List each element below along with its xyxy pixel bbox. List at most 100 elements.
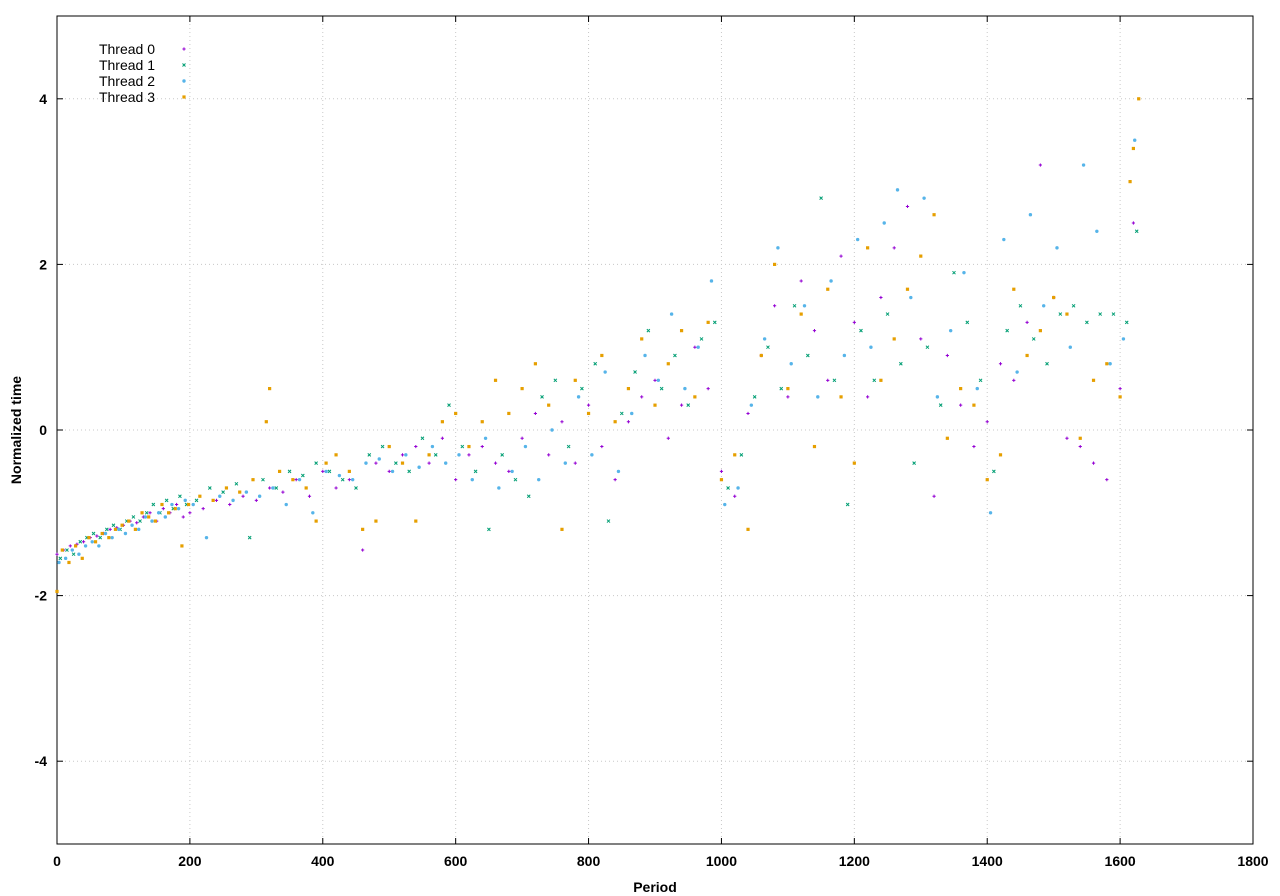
data-point [826, 287, 830, 291]
data-point [483, 436, 488, 440]
data-point [816, 395, 820, 399]
data-point [400, 461, 405, 465]
data-point [107, 536, 111, 540]
data-point [736, 486, 740, 490]
data-point [507, 411, 511, 416]
data-point [100, 531, 104, 536]
data-point [613, 420, 617, 424]
data-point [656, 378, 661, 383]
data-point [762, 337, 767, 341]
data-point [350, 477, 355, 482]
data-point [268, 486, 272, 490]
data-point [194, 498, 199, 503]
data-point [935, 395, 940, 399]
data-point [470, 477, 474, 482]
data-point [925, 345, 930, 350]
x-axis-title: Period [633, 879, 677, 895]
data-point [238, 490, 242, 494]
x-tick-label: 0 [53, 853, 61, 869]
data-point [427, 453, 431, 457]
data-point [284, 502, 288, 507]
data-point [364, 461, 368, 465]
data-point [78, 539, 83, 544]
legend-entry-label: Thread 2 [99, 73, 155, 89]
data-point [91, 531, 96, 536]
data-point [726, 486, 730, 490]
legend-entry-label: Thread 0 [99, 41, 155, 57]
data-point [600, 444, 604, 449]
data-point [1071, 303, 1076, 308]
data-point [832, 378, 837, 383]
data-point [706, 387, 710, 391]
data-point [467, 444, 471, 449]
data-point [430, 444, 435, 449]
data-point [513, 477, 518, 482]
data-point [247, 535, 252, 540]
data-point [420, 436, 425, 441]
data-point [776, 246, 780, 250]
data-point [1058, 312, 1063, 316]
data-point [80, 556, 84, 560]
data-point [998, 362, 1003, 366]
data-point [98, 535, 103, 540]
data-point [1045, 361, 1049, 366]
data-point [855, 237, 860, 242]
x-tick-label: 1600 [1105, 853, 1136, 869]
data-point [380, 444, 385, 449]
data-point [387, 444, 391, 449]
data-point [137, 527, 141, 532]
y-tick-labels: -4 -2 0 2 4 [35, 91, 48, 769]
data-point [340, 477, 345, 482]
data-point [1025, 320, 1029, 324]
data-point [173, 507, 177, 511]
data-point [63, 556, 68, 561]
axis-ticks [56, 16, 1254, 844]
data-point [60, 548, 64, 552]
data-point [347, 469, 351, 473]
data-point [766, 345, 770, 350]
data-point [1108, 362, 1112, 366]
data-point [1105, 478, 1109, 482]
data-point [251, 478, 255, 482]
data-point [244, 490, 249, 494]
data-point [905, 287, 910, 291]
data-point [912, 461, 916, 465]
data-point [324, 469, 328, 474]
data-point [773, 262, 777, 266]
data-point [932, 213, 936, 217]
data-point [533, 411, 537, 416]
data-point [304, 486, 308, 490]
x-tick-label: 1800 [1237, 853, 1268, 869]
data-point [224, 486, 229, 490]
data-point [802, 304, 807, 308]
data-point [699, 337, 704, 341]
data-point [533, 362, 537, 366]
x-tick-label: 200 [178, 853, 202, 869]
data-point [314, 461, 318, 465]
data-point [866, 395, 870, 399]
data-point [922, 196, 926, 200]
data-point [1095, 229, 1099, 233]
data-point [271, 486, 275, 490]
data-point [1091, 461, 1096, 465]
data-point [550, 428, 554, 432]
y-tick-label: 0 [39, 422, 47, 438]
data-point [347, 478, 351, 482]
data-point [71, 552, 76, 557]
data-point [231, 498, 235, 503]
data-point [394, 461, 398, 465]
data-point [70, 548, 74, 552]
data-point [257, 494, 262, 498]
data-point [300, 473, 305, 478]
data-point [183, 498, 187, 503]
data-point [135, 521, 139, 525]
data-point [640, 337, 644, 341]
data-point [749, 403, 754, 407]
data-point [972, 444, 976, 449]
data-point [93, 540, 98, 544]
data-point [879, 295, 883, 300]
data-point [1052, 295, 1056, 300]
data-point [81, 540, 86, 544]
data-point [254, 498, 258, 502]
